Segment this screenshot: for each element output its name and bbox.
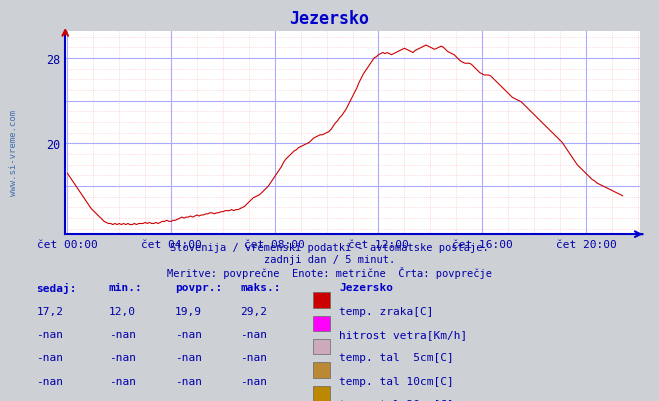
Text: 29,2: 29,2 <box>241 306 268 316</box>
Text: -nan: -nan <box>109 352 136 363</box>
Text: -nan: -nan <box>36 352 63 363</box>
Text: -nan: -nan <box>241 376 268 386</box>
Text: Jezersko: Jezersko <box>289 10 370 28</box>
Text: temp. tal 20cm[C]: temp. tal 20cm[C] <box>339 399 454 401</box>
Text: temp. tal 10cm[C]: temp. tal 10cm[C] <box>339 376 454 386</box>
Text: -nan: -nan <box>36 399 63 401</box>
Text: -nan: -nan <box>241 329 268 339</box>
Text: -nan: -nan <box>109 376 136 386</box>
Text: temp. zraka[C]: temp. zraka[C] <box>339 306 434 316</box>
Text: -nan: -nan <box>241 352 268 363</box>
Text: www.si-vreme.com: www.si-vreme.com <box>9 109 18 195</box>
Text: -nan: -nan <box>175 376 202 386</box>
Text: -nan: -nan <box>36 329 63 339</box>
Text: -nan: -nan <box>241 399 268 401</box>
Text: sedaj:: sedaj: <box>36 283 76 294</box>
Text: -nan: -nan <box>175 399 202 401</box>
Text: hitrost vetra[Km/h]: hitrost vetra[Km/h] <box>339 329 468 339</box>
Text: -nan: -nan <box>109 329 136 339</box>
Text: Slovenija / vremenski podatki - avtomatske postaje.: Slovenija / vremenski podatki - avtomats… <box>170 243 489 253</box>
Text: Jezersko: Jezersko <box>339 283 393 293</box>
Text: -nan: -nan <box>175 329 202 339</box>
Text: povpr.:: povpr.: <box>175 283 222 293</box>
Text: min.:: min.: <box>109 283 142 293</box>
Text: temp. tal  5cm[C]: temp. tal 5cm[C] <box>339 352 454 363</box>
Text: 12,0: 12,0 <box>109 306 136 316</box>
Text: 19,9: 19,9 <box>175 306 202 316</box>
Text: Meritve: povprečne  Enote: metrične  Črta: povprečje: Meritve: povprečne Enote: metrične Črta:… <box>167 267 492 279</box>
Text: -nan: -nan <box>175 352 202 363</box>
Text: 17,2: 17,2 <box>36 306 63 316</box>
Text: -nan: -nan <box>109 399 136 401</box>
Text: zadnji dan / 5 minut.: zadnji dan / 5 minut. <box>264 255 395 265</box>
Text: maks.:: maks.: <box>241 283 281 293</box>
Text: -nan: -nan <box>36 376 63 386</box>
